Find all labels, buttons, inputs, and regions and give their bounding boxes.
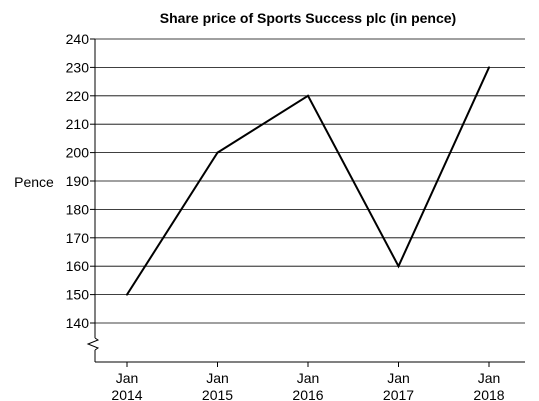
x-tick-label-year: 2016 — [292, 387, 323, 401]
y-tick-label: 210 — [66, 116, 90, 132]
x-tick-label-month: Jan — [387, 370, 410, 386]
axes — [86, 39, 525, 363]
x-tick-label: Jan 2014 — [111, 370, 142, 401]
x-tick-label: Jan 2015 — [202, 370, 233, 401]
data-point — [397, 265, 400, 268]
data-point — [307, 94, 309, 97]
x-tick-label-month: Jan — [116, 370, 139, 386]
y-tick-label: 180 — [66, 201, 90, 217]
y-tick-label: 150 — [66, 287, 90, 303]
x-tick-label-year: 2018 — [473, 387, 504, 401]
y-tick-label: 160 — [66, 258, 90, 274]
y-tick-label: 200 — [66, 145, 90, 161]
y-tick-label: 170 — [66, 230, 90, 246]
data-point — [488, 66, 490, 69]
y-tick-label: 190 — [66, 173, 90, 189]
y-axis-label: Pence — [14, 174, 54, 190]
x-tick-label-month: Jan — [206, 370, 229, 386]
x-tick-label-month: Jan — [297, 370, 320, 386]
data-point — [126, 293, 128, 296]
x-tick-label: Jan 2017 — [383, 370, 414, 401]
x-tick-label-year: 2015 — [202, 387, 233, 401]
x-tick-label: Jan 2018 — [473, 370, 504, 401]
x-tick-label: Jan 2016 — [292, 370, 323, 401]
data-point — [216, 151, 219, 154]
x-tick-label-month: Jan — [478, 370, 501, 386]
series — [126, 66, 490, 296]
y-axis-break — [86, 337, 100, 351]
y-tick-label: 240 — [66, 31, 90, 47]
x-tick-label-year: 2014 — [111, 387, 142, 401]
y-tick-label: 220 — [66, 88, 90, 104]
y-ticks: 140 150 160 170 180 190 200 210 220 230 240 — [66, 31, 95, 331]
y-tick-label: 230 — [66, 59, 90, 75]
y-tick-label: 140 — [66, 315, 90, 331]
gridlines — [95, 38, 525, 324]
x-tick-label-year: 2017 — [383, 387, 414, 401]
chart-title: Share price of Sports Success plc (in pe… — [160, 10, 456, 26]
